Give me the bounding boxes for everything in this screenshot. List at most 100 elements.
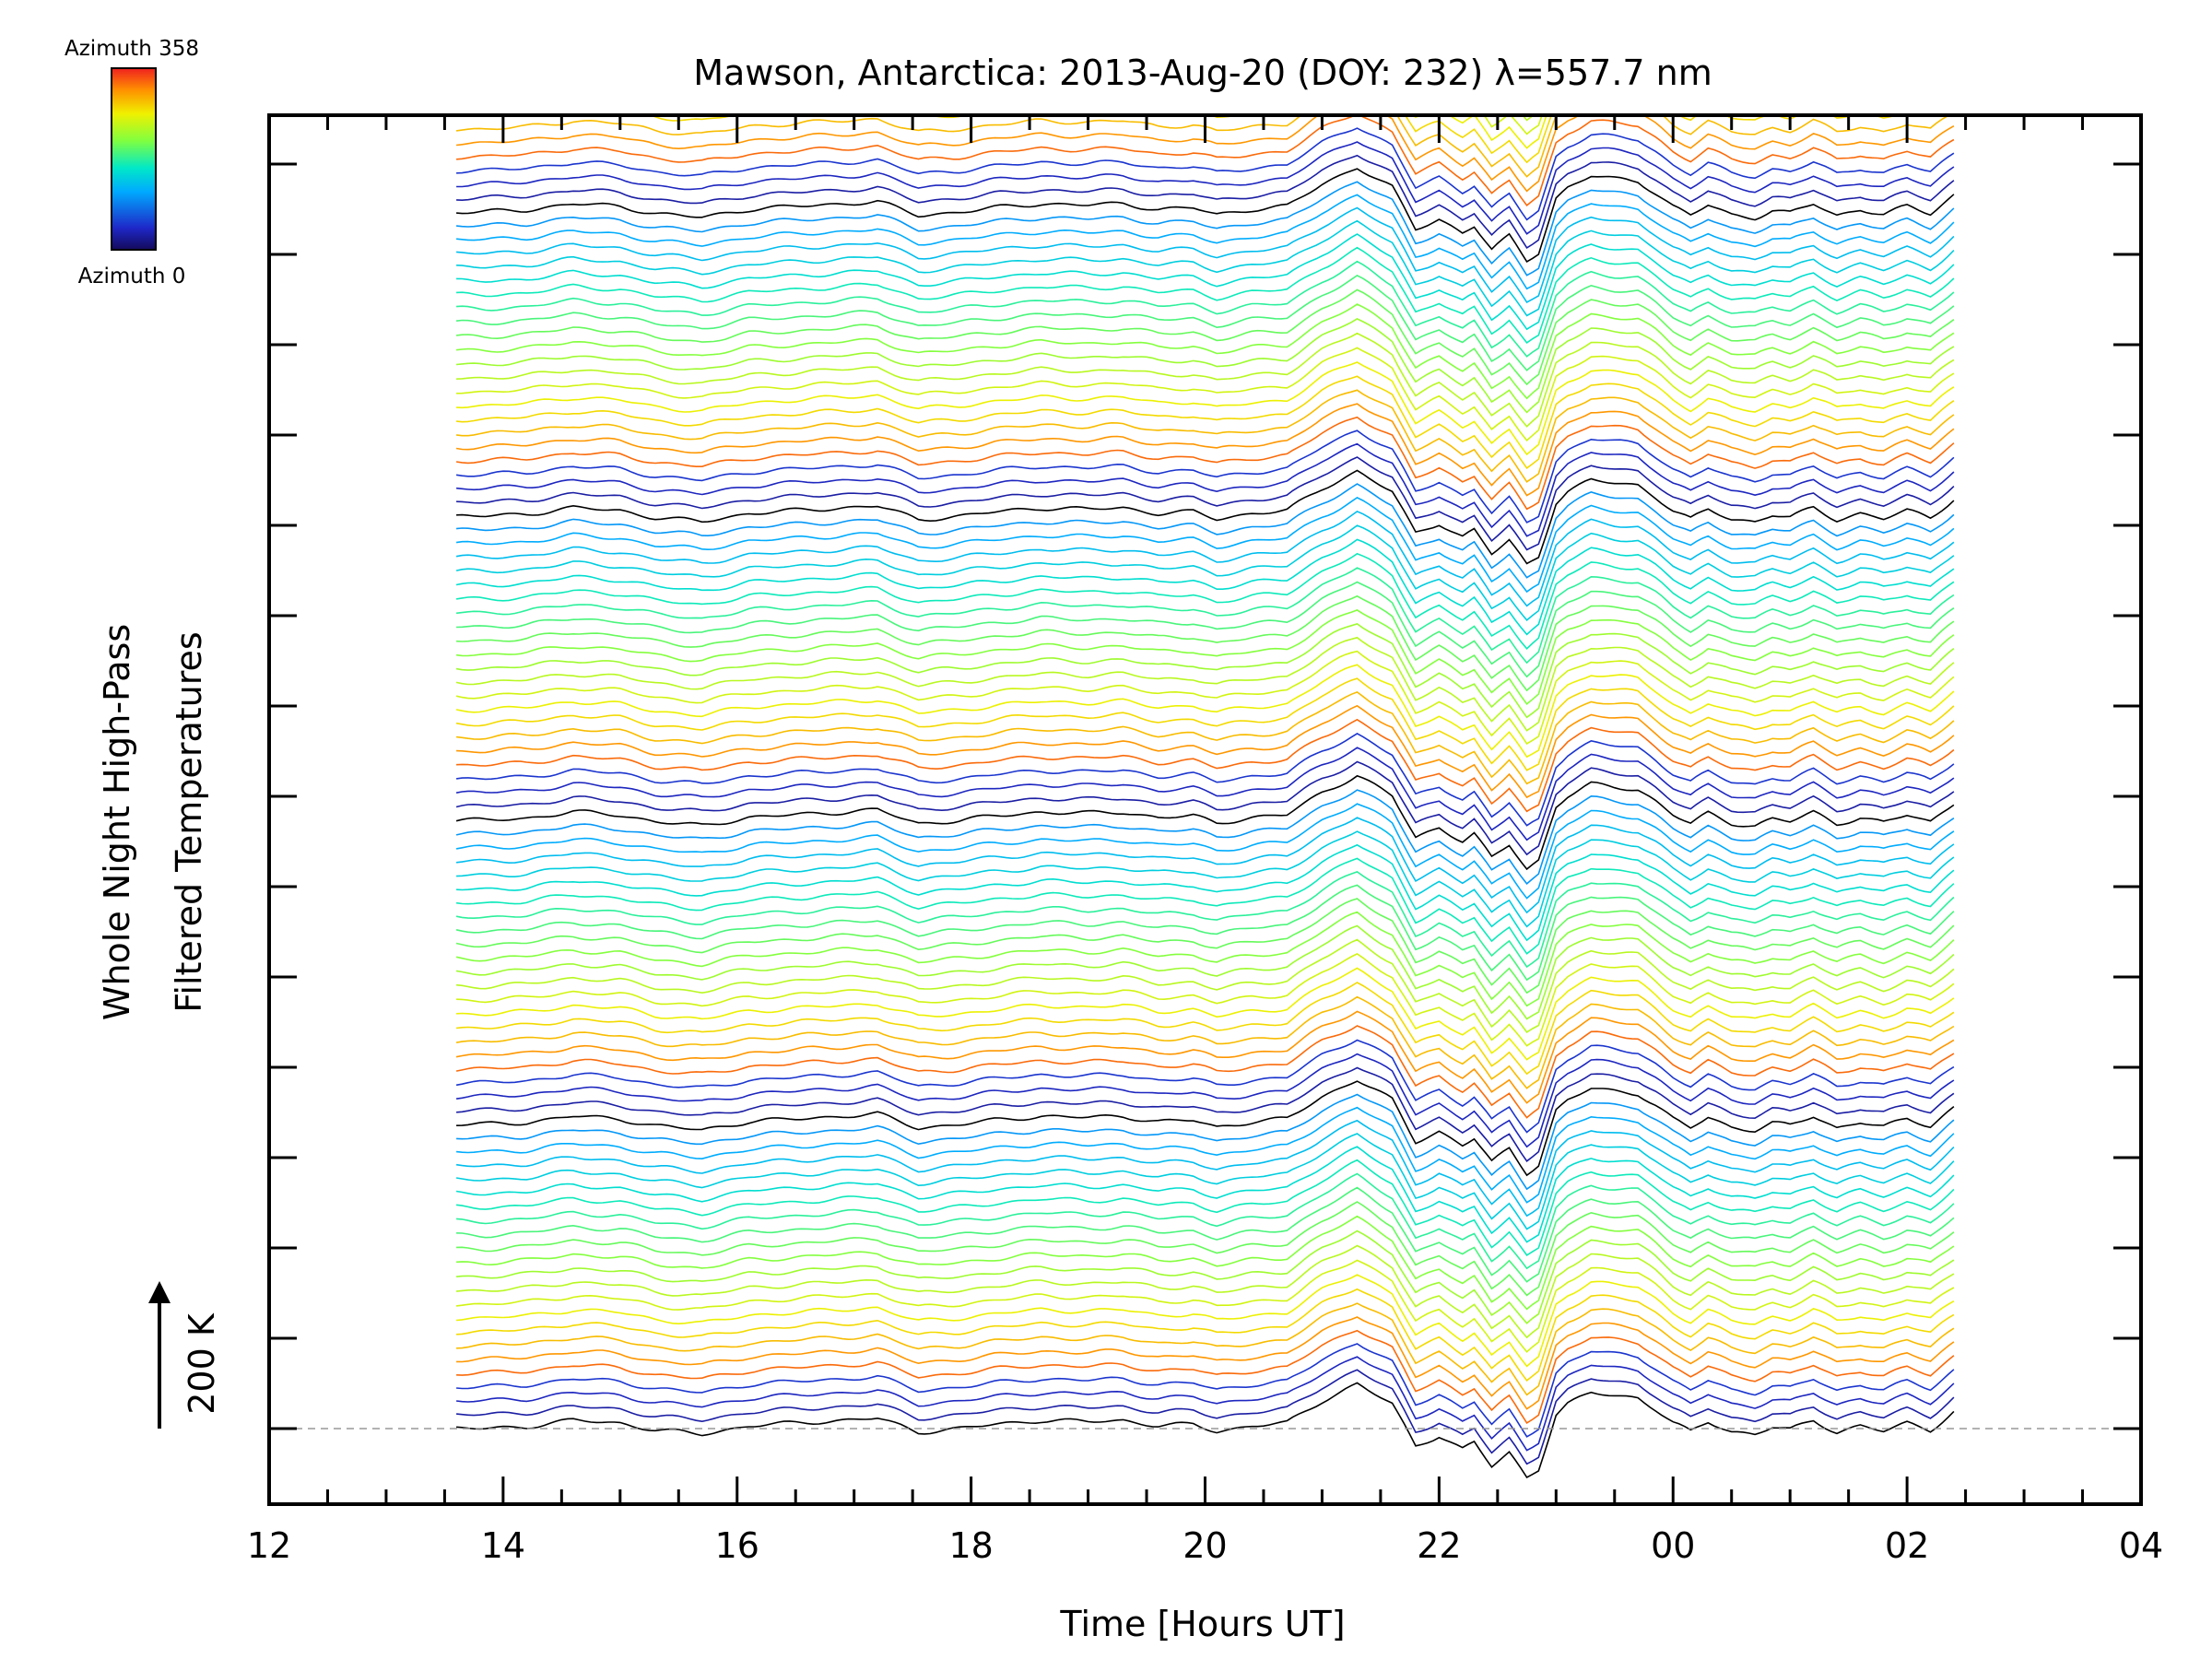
series-line-68 [456,442,1955,537]
series-line-87 [456,181,1955,276]
series-line-75 [456,347,1955,442]
series-line-41 [456,817,1955,914]
series-line-47 [455,732,1955,827]
series-line-64 [455,496,1955,594]
series-line-34 [455,911,1955,1007]
series-line-58 [456,581,1955,678]
series-line-8 [456,1274,1955,1368]
colorbar-strip [111,67,157,251]
series-line-61 [455,538,1955,636]
series-line-56 [456,609,1955,705]
series-line-85 [456,206,1955,303]
y-axis-label-line2: Filtered Temperatures [169,631,209,1012]
series-line-20 [456,1106,1955,1204]
series-line-28 [455,995,1955,1089]
series-line-40 [456,830,1955,928]
series-line-69 [455,429,1955,524]
series-line-81 [456,260,1955,358]
series-line-93 [456,115,1955,193]
x-tick-label: 04 [2119,1525,2163,1566]
series-line-82 [456,246,1955,344]
x-tick-label: 00 [1651,1525,1695,1566]
series-line-11 [456,1230,1955,1324]
series-line-23 [456,1066,1955,1162]
series-line-26 [455,1025,1955,1119]
x-axis-label: Time [Hours UT] [1059,1604,1345,1644]
series-line-80 [456,274,1955,371]
series-line-54 [455,636,1955,732]
scale-bar: 200 K [148,1281,222,1429]
series-line-60 [455,552,1955,650]
series-line-57 [456,594,1955,692]
series-line-62 [455,524,1955,622]
scale-bar-arrowhead [148,1281,171,1303]
series-line-17 [455,1146,1955,1243]
series-line-52 [455,664,1955,759]
tick-group [267,115,2143,1504]
series-line-0 [456,1382,1955,1478]
scale-bar-label: 200 K [182,1312,222,1415]
series-line-30 [456,967,1955,1061]
chart-title: Mawson, Antarctica: 2013-Aug-20 (DOY: 23… [693,53,1712,93]
series-line-18 [455,1133,1955,1230]
x-tick-label: 12 [247,1525,291,1566]
colorbar-bottom-label: Azimuth 0 [78,265,186,288]
series-line-22 [456,1080,1955,1177]
series-line-84 [456,219,1955,317]
series-line-76 [456,332,1955,428]
series-line-59 [456,567,1955,665]
series-line-2 [456,1356,1955,1452]
series-line-78 [456,303,1955,400]
series-line-7 [456,1288,1955,1382]
series-group [455,0,1955,1478]
x-tick-label: 18 [948,1525,993,1566]
series-line-14 [456,1186,1955,1283]
series-line-39 [456,843,1955,942]
series-line-70 [455,416,1955,511]
series-line-48 [456,718,1955,813]
series-line-16 [455,1159,1955,1256]
series-line-66 [456,469,1955,565]
series-line-50 [456,690,1955,785]
series-line-12 [456,1215,1955,1311]
series-line-53 [455,650,1955,745]
series-line-88 [456,168,1955,263]
series-line-45 [455,760,1955,856]
series-line-95 [455,115,1900,164]
series-line-63 [455,510,1955,607]
series-line-37 [455,871,1955,969]
series-line-83 [456,233,1955,331]
series-line-29 [456,982,1955,1076]
x-tick-label: 02 [1885,1525,1929,1566]
series-line-49 [456,704,1955,799]
series-line-4 [456,1329,1955,1424]
series-line-31 [456,952,1955,1047]
series-line-106 [456,0,1954,14]
series-line-32 [456,938,1955,1033]
x-tick-label: 20 [1182,1525,1227,1566]
series-line-67 [456,456,1955,551]
series-line-9 [456,1259,1955,1353]
series-line-46 [455,747,1955,841]
series-line-27 [455,1010,1955,1104]
x-tick-label: 22 [1417,1525,1461,1566]
series-line-15 [456,1172,1955,1270]
series-line-51 [455,677,1955,771]
series-line-55 [455,623,1955,719]
series-line-19 [455,1119,1955,1218]
series-line-21 [456,1093,1955,1191]
series-line-33 [455,924,1955,1020]
y-axis-label-line1: Whole Night High-Pass [97,624,137,1020]
series-line-86 [456,194,1955,290]
series-line-6 [456,1302,1955,1396]
plot-frame [267,113,2143,1506]
series-line-35 [455,898,1955,994]
colorbar-top-label: Azimuth 358 [65,37,199,61]
series-line-65 [456,483,1955,579]
series-line-91 [456,127,1955,221]
series-line-13 [456,1201,1955,1297]
series-line-105 [456,0,1954,28]
series-line-90 [456,141,1955,235]
series-line-71 [455,403,1955,497]
